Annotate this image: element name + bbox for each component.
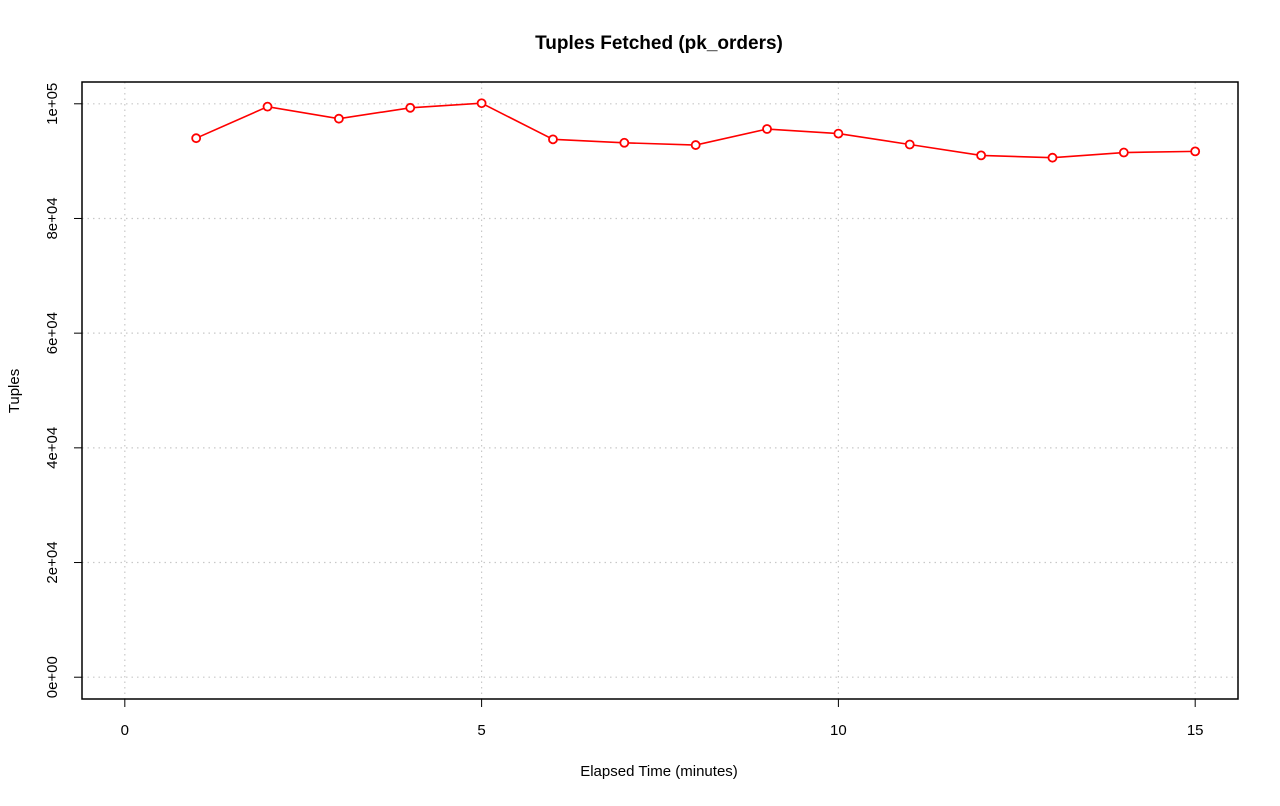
- data-point: [619, 137, 630, 148]
- data-point: [762, 124, 772, 134]
- data-point: [191, 133, 202, 144]
- y-tick-label: 2e+04: [44, 541, 61, 583]
- data-point: [476, 98, 487, 109]
- data-point: [690, 140, 701, 150]
- y-tick-label: 6e+04: [44, 312, 61, 354]
- x-tick-label: 10: [830, 722, 847, 739]
- data-point: [548, 134, 558, 145]
- x-tick-label: 15: [1187, 722, 1204, 739]
- plot-frame: [81, 81, 1239, 700]
- axes: 0 5 10 15 0e+00 2e+04 4e+04 6e+04 8e+04 1e+05: [44, 83, 1204, 739]
- data-point: [1118, 147, 1129, 158]
- data-point: [262, 101, 273, 112]
- data-point: [833, 128, 844, 139]
- data-point: [904, 139, 915, 150]
- data-point: [1047, 152, 1058, 163]
- data-point: [405, 102, 416, 113]
- y-tick-label: 8e+04: [44, 197, 61, 239]
- data-point: [1190, 146, 1201, 157]
- data-point: [333, 113, 344, 124]
- y-tick-label: 0e+00: [44, 656, 61, 698]
- chart-title: Tuples Fetched (pk_orders): [535, 33, 783, 54]
- series: [191, 98, 1201, 163]
- grid: [82, 82, 1238, 699]
- x-axis-label: Elapsed Time (minutes): [580, 763, 738, 780]
- y-axis-label: Tuples: [6, 369, 23, 413]
- x-tick-label: 0: [121, 722, 129, 739]
- y-tick-label: 4e+04: [44, 427, 61, 469]
- y-tick-label: 1e+05: [44, 83, 61, 125]
- x-tick-label: 5: [477, 722, 485, 739]
- data-point: [976, 150, 987, 161]
